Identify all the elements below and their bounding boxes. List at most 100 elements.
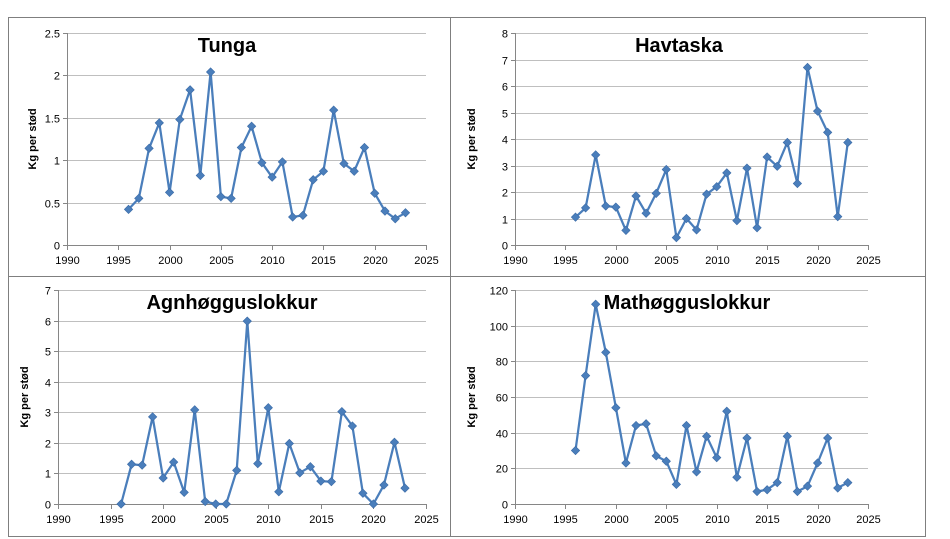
chart-title: Tunga	[198, 35, 257, 57]
data-point	[337, 407, 347, 417]
data-point	[591, 150, 601, 160]
x-tick-label: 2020	[806, 255, 830, 267]
x-tick-label: 2020	[363, 255, 387, 267]
data-point	[732, 472, 742, 482]
data-point	[288, 212, 298, 222]
data-point	[226, 193, 236, 203]
data-point	[305, 462, 315, 472]
data-point	[308, 175, 318, 185]
x-tick-label: 1990	[503, 514, 527, 526]
y-tick-label: 20	[496, 464, 508, 476]
data-point	[691, 467, 702, 477]
y-tick-label: 8	[502, 29, 508, 41]
data-point	[185, 85, 195, 95]
data-point	[154, 118, 164, 128]
data-point	[284, 438, 294, 449]
series-line	[574, 66, 849, 239]
data-point	[843, 477, 853, 488]
y-tick-label: 2	[45, 439, 51, 451]
data-point	[772, 477, 782, 488]
x-tick-label: 2005	[654, 255, 678, 267]
data-point	[277, 157, 288, 167]
x-tick-label: 2005	[209, 255, 233, 267]
x-tick-label: 2005	[654, 514, 678, 526]
y-tick-label: 4	[502, 135, 508, 147]
data-point	[601, 201, 611, 211]
x-tick-label: 2005	[204, 514, 228, 526]
data-point	[232, 465, 242, 475]
data-point	[671, 232, 681, 243]
data-point	[792, 486, 803, 497]
y-tick-label: 2	[502, 188, 508, 200]
x-tick-label: 2020	[361, 514, 385, 526]
data-point	[802, 62, 813, 73]
data-point	[368, 499, 379, 509]
data-point	[123, 204, 134, 215]
x-tick-label: 2000	[604, 255, 628, 267]
data-point	[802, 481, 813, 491]
data-point	[601, 347, 611, 358]
data-point	[349, 166, 359, 176]
data-point	[236, 142, 246, 153]
data-point	[216, 192, 226, 202]
data-point	[782, 137, 792, 148]
data-point	[722, 168, 732, 178]
data-point	[318, 166, 329, 176]
data-point	[772, 161, 782, 171]
data-point	[621, 225, 631, 236]
x-tick-label: 2015	[311, 255, 335, 267]
data-point	[274, 487, 284, 497]
y-tick-label: 6	[502, 82, 508, 94]
data-point	[843, 137, 853, 148]
y-tick-label: 1	[45, 469, 51, 481]
data-point	[712, 453, 722, 463]
x-tick-label: 1995	[553, 514, 577, 526]
chart-panel-3: 0 1 2 3 4 5 6 7 1990 1995 2000 2005 2010 2015 2020 2025…	[19, 286, 439, 527]
x-tick-label: 1995	[553, 255, 577, 267]
data-point	[641, 419, 651, 429]
data-point	[621, 458, 631, 468]
x-tick-label: 2020	[806, 514, 830, 526]
data-point	[400, 483, 410, 493]
data-point	[200, 496, 210, 507]
y-tick-label: 60	[496, 393, 508, 405]
data-point	[211, 499, 221, 509]
chart-panel-2: 0 1 2 3 4 5 6 7 8 1990 1995 2000 2005 2010 2015 2020 202…	[466, 29, 881, 268]
data-point	[298, 210, 308, 220]
data-point	[175, 114, 185, 125]
y-tick-label: 0	[502, 241, 508, 253]
data-point	[158, 473, 168, 483]
x-tick-label: 2015	[755, 255, 779, 267]
y-tick-label: 0.5	[45, 199, 60, 211]
data-point	[691, 225, 702, 235]
data-point	[242, 316, 252, 326]
data-point	[126, 459, 137, 469]
data-point	[144, 143, 154, 153]
data-point	[702, 189, 712, 199]
data-point	[833, 483, 843, 493]
y-tick-label: 1	[502, 215, 508, 227]
x-tick-label: 2010	[705, 514, 729, 526]
data-point	[179, 487, 189, 498]
x-tick-label: 2010	[256, 514, 280, 526]
x-tick-label: 2010	[260, 255, 284, 267]
y-tick-label: 3	[45, 408, 51, 420]
y-tick-label: 1.5	[45, 114, 60, 126]
series-line	[574, 303, 849, 493]
data-point	[205, 67, 216, 77]
data-point	[651, 451, 661, 461]
data-point	[380, 206, 390, 216]
data-point	[833, 212, 843, 222]
data-point	[762, 152, 772, 162]
x-tick-label: 2000	[604, 514, 628, 526]
y-axis-label: Kg per stød	[466, 108, 478, 169]
data-point	[329, 105, 339, 115]
data-point	[792, 178, 803, 189]
data-point	[812, 458, 823, 468]
y-tick-label: 40	[496, 429, 508, 441]
x-tick-label: 2015	[309, 514, 333, 526]
y-axis-label: Kg per stød	[27, 108, 39, 169]
data-point	[247, 121, 257, 131]
x-tick-label: 2025	[414, 255, 438, 267]
